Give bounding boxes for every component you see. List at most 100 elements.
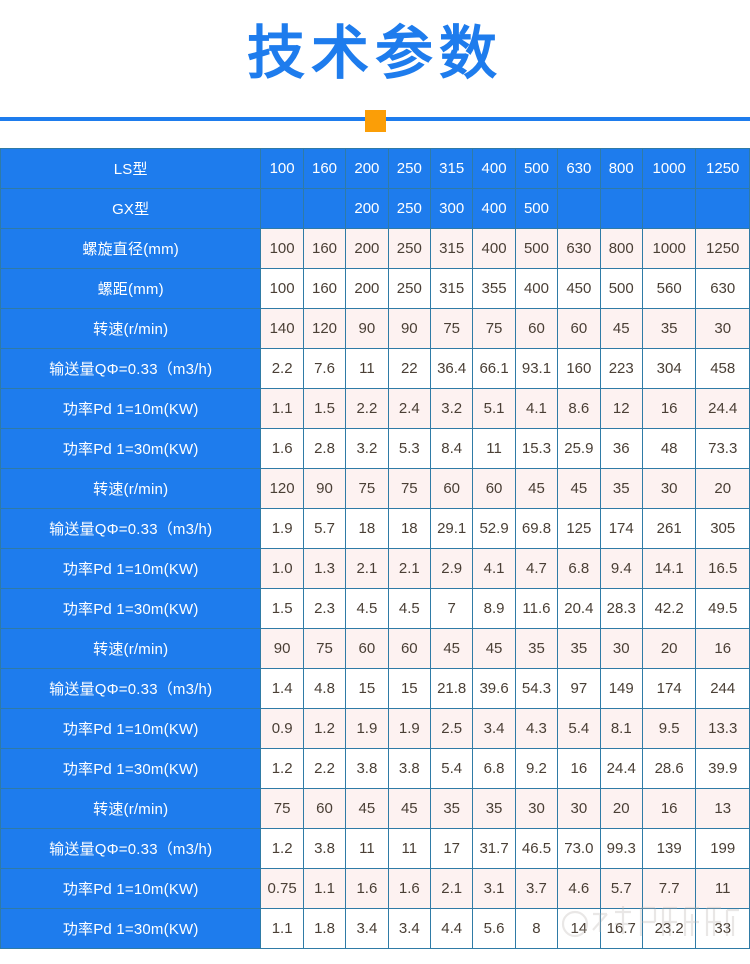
table-row: 转速(r/min) 75 60 45 45 35 35 30 30 20 16 13 xyxy=(0,788,750,829)
table-cell: 0.75 xyxy=(260,868,304,909)
table-row: GX型 200 250 300 400 500 xyxy=(0,188,750,229)
table-cell: 1.9 xyxy=(345,708,389,749)
table-cell: 4.1 xyxy=(472,548,516,589)
table-cell: 1.9 xyxy=(387,708,431,749)
table-cell: 45 xyxy=(514,468,559,509)
table-cell: 8 xyxy=(514,908,559,949)
table-cell: 25.9 xyxy=(557,428,601,469)
table-cell: 560 xyxy=(641,268,697,309)
table-cell: 5.7 xyxy=(302,508,347,549)
table-row: 功率Pd 1=30m(KW) 1.1 1.8 3.4 3.4 4.4 5.6 8 14 16.7 2… xyxy=(0,908,750,949)
table-cell: 1.5 xyxy=(260,588,304,629)
table-cell: 52.9 xyxy=(472,508,516,549)
table-cell: 35 xyxy=(641,308,697,349)
table-cell: 100 xyxy=(260,268,304,309)
table-cell: 5.3 xyxy=(387,428,431,469)
table-cell: 14 xyxy=(557,908,601,949)
table-cell: 2.8 xyxy=(302,428,347,469)
table-cell: 45 xyxy=(387,788,431,829)
table-cell: 45 xyxy=(345,788,389,829)
table-cell: 75 xyxy=(302,628,347,669)
table-cell: 45 xyxy=(429,628,474,669)
table-cell: 60 xyxy=(429,468,474,509)
table-cell: 450 xyxy=(557,268,601,309)
table-cell: 200 xyxy=(345,188,389,229)
table-cell xyxy=(557,188,601,229)
table-cell: 100 xyxy=(260,228,304,269)
table-cell: 35 xyxy=(557,628,601,669)
table-cell: 75 xyxy=(429,308,474,349)
table-cell: 1250 xyxy=(695,228,750,269)
table-cell: 500 xyxy=(599,268,643,309)
table-cell: 199 xyxy=(695,828,750,869)
row-label: GX型 xyxy=(0,188,262,229)
table-cell: 0.9 xyxy=(260,708,304,749)
table-cell: 500 xyxy=(514,148,559,189)
table-cell: 355 xyxy=(472,268,516,309)
table-cell: 49.5 xyxy=(695,588,750,629)
table-cell: 35 xyxy=(514,628,559,669)
table-cell: 15 xyxy=(387,668,431,709)
table-cell: 45 xyxy=(472,628,516,669)
table-cell: 20.4 xyxy=(557,588,601,629)
table-cell: 11 xyxy=(345,348,389,389)
table-cell: 75 xyxy=(260,788,304,829)
table-cell: 15 xyxy=(345,668,389,709)
table-cell: 223 xyxy=(599,348,643,389)
table-cell: 16 xyxy=(695,628,750,669)
table-cell: 69.8 xyxy=(514,508,559,549)
row-label: 功率Pd 1=30m(KW) xyxy=(0,588,262,629)
table-cell: 9.4 xyxy=(599,548,643,589)
table-cell: 244 xyxy=(695,668,750,709)
table-cell: 1.2 xyxy=(260,748,304,789)
table-cell: 2.2 xyxy=(260,348,304,389)
technical-parameters-table: LS型 100 160 200 250 315 400 500 630 800 1000 1250 GX… xyxy=(0,148,750,949)
table-cell: 14.1 xyxy=(641,548,697,589)
table-cell: 5.6 xyxy=(472,908,516,949)
table-cell: 90 xyxy=(260,628,304,669)
table-body: LS型 100 160 200 250 315 400 500 630 800 1000 1250 GX… xyxy=(0,148,750,949)
table-cell xyxy=(641,188,697,229)
table-cell: 315 xyxy=(429,268,474,309)
table-cell: 11 xyxy=(695,868,750,909)
table-cell: 13.3 xyxy=(695,708,750,749)
table-cell: 15.3 xyxy=(514,428,559,469)
table-cell: 1000 xyxy=(641,148,697,189)
table-cell: 2.9 xyxy=(429,548,474,589)
table-cell: 48 xyxy=(641,428,697,469)
table-cell: 13 xyxy=(695,788,750,829)
table-cell: 36 xyxy=(599,428,643,469)
table-cell: 3.4 xyxy=(345,908,389,949)
table-row: 转速(r/min) 120 90 75 75 60 60 45 45 35 30 20 xyxy=(0,468,750,509)
table-row: 功率Pd 1=10m(KW) 0.9 1.2 1.9 1.9 2.5 3.4 4.3 5.4 8.… xyxy=(0,708,750,749)
table-cell: 35 xyxy=(472,788,516,829)
table-cell: 4.4 xyxy=(429,908,474,949)
table-cell: 315 xyxy=(429,148,474,189)
table-cell: 100 xyxy=(260,148,304,189)
table-cell: 6.8 xyxy=(557,548,601,589)
table-cell: 160 xyxy=(302,228,347,269)
table-cell: 1000 xyxy=(641,228,697,269)
table-cell: 160 xyxy=(557,348,601,389)
table-cell: 7.7 xyxy=(641,868,697,909)
table-cell: 2.1 xyxy=(345,548,389,589)
table-cell: 11.6 xyxy=(514,588,559,629)
table-cell: 93.1 xyxy=(514,348,559,389)
table-cell: 4.7 xyxy=(514,548,559,589)
table-cell: 18 xyxy=(345,508,389,549)
table-cell: 11 xyxy=(472,428,516,469)
table-cell: 2.2 xyxy=(345,388,389,429)
table-cell: 30 xyxy=(641,468,697,509)
table-cell: 42.2 xyxy=(641,588,697,629)
table-cell: 17 xyxy=(429,828,474,869)
table-cell: 2.3 xyxy=(302,588,347,629)
table-cell: 45 xyxy=(599,308,643,349)
table-cell: 28.6 xyxy=(641,748,697,789)
table-cell: 200 xyxy=(345,228,389,269)
row-label: 转速(r/min) xyxy=(0,788,262,829)
table-cell: 24.4 xyxy=(695,388,750,429)
table-cell: 60 xyxy=(302,788,347,829)
table-cell: 3.4 xyxy=(387,908,431,949)
row-label: 功率Pd 1=30m(KW) xyxy=(0,428,262,469)
table-cell: 1.8 xyxy=(302,908,347,949)
